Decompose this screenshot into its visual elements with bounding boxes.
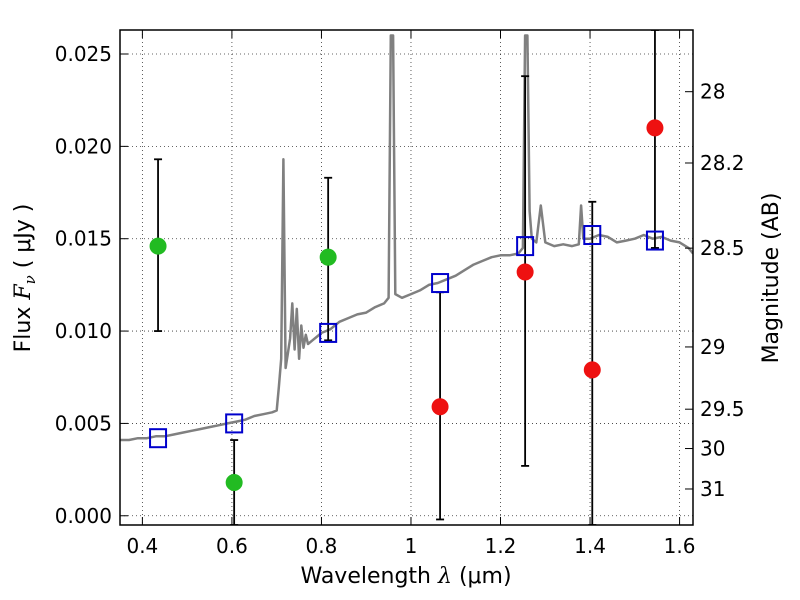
grid (120, 30, 693, 525)
x-tick-label: 0.8 (306, 534, 338, 558)
red-data-point (516, 263, 534, 281)
x-axis-label: Wavelength λ (μm) (300, 564, 511, 589)
red-data-point (646, 119, 664, 137)
x-tick-label: 0.6 (216, 534, 248, 558)
green-data-point (149, 237, 167, 255)
model-box-marker (149, 428, 168, 449)
y-tick-label: 0.010 (55, 319, 112, 343)
y2-tick-label: 30 (700, 437, 725, 461)
plot-frame (119, 29, 694, 526)
y2-tick-label: 29.5 (700, 397, 745, 421)
x-tick-label: 1.4 (574, 534, 606, 558)
model-box-marker (319, 322, 338, 343)
model-box-marker (225, 413, 244, 434)
model-box-marker (583, 225, 602, 246)
x-tick-label: 1.6 (664, 534, 696, 558)
spectrum-line (120, 34, 693, 442)
y-axis-label: Flux Fν ( μJy ) (11, 204, 39, 353)
green-data-point (225, 474, 243, 492)
y2-tick-label: 28.5 (700, 236, 745, 260)
y2-tick-label: 28.2 (700, 151, 745, 175)
model-box-marker (516, 236, 535, 257)
y-tick-label: 0.015 (55, 227, 112, 251)
green-data-point (319, 248, 337, 266)
y2-tick-label: 31 (700, 477, 725, 501)
y-tick-label: 0.005 (55, 411, 112, 435)
plot-area (120, 30, 693, 525)
y-tick-label: 0.000 (55, 504, 112, 528)
y-tick-label: 0.025 (55, 42, 112, 66)
red-data-point (583, 361, 601, 379)
x-tick-label: 1.2 (485, 534, 517, 558)
y2-tick-label: 28 (700, 80, 725, 104)
red-data-point (431, 398, 449, 416)
axis-ticks: 0.4 0.6 0.8 1 1.2 1.4 1.6 0.000 0.005 0.010 0.015 0… (55, 30, 745, 558)
x-tick-label: 1 (405, 534, 418, 558)
y2-axis-label: Magnitude (AB) (759, 193, 784, 364)
y2-tick-label: 29 (700, 335, 725, 359)
x-tick-label: 0.4 (126, 534, 158, 558)
y-tick-label: 0.020 (55, 134, 112, 158)
model-box-marker (431, 273, 450, 294)
model-box-marker (645, 230, 664, 251)
